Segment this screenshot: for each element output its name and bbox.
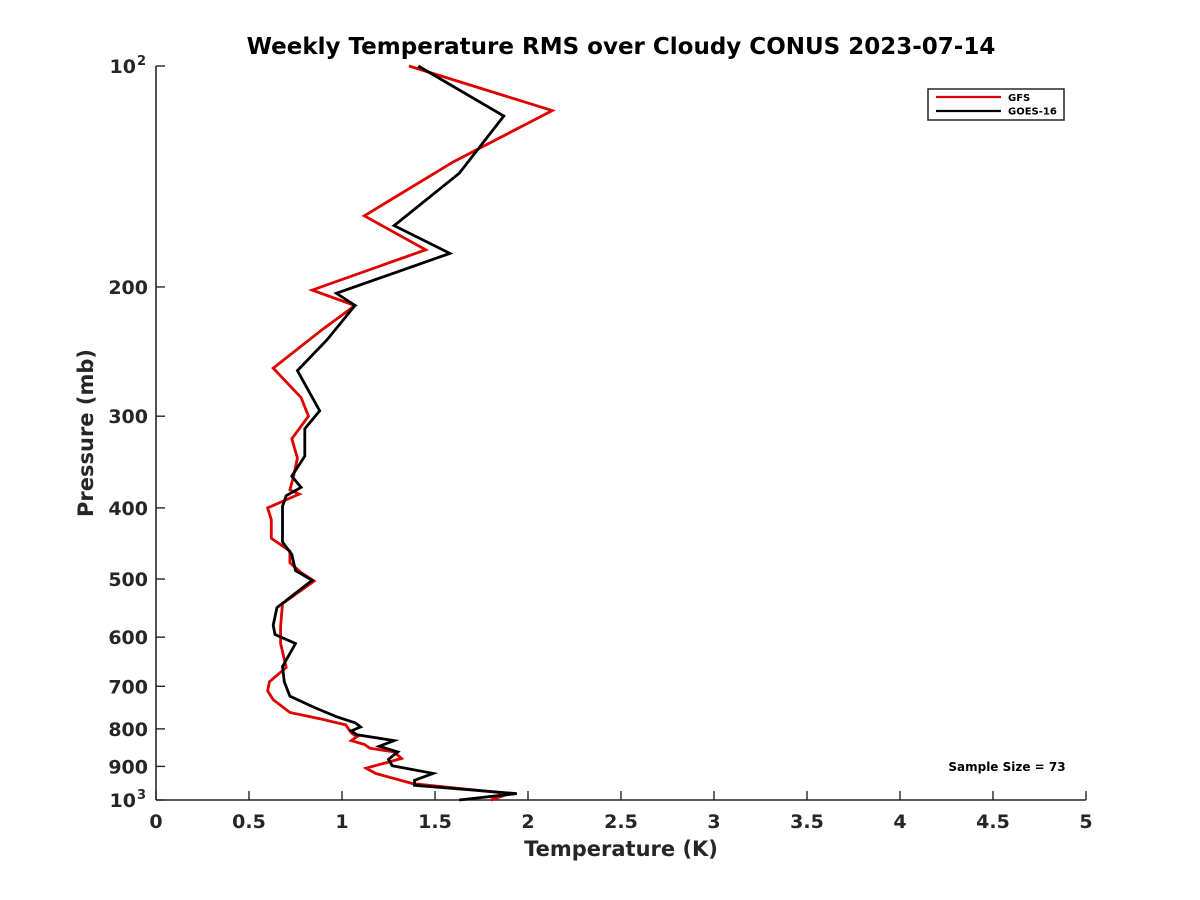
legend-goes16-label: GOES-16: [1008, 107, 1057, 118]
y-axis-label: Pressure (mb): [74, 349, 98, 517]
y-tick-label: 300: [108, 406, 148, 428]
x-axis-label: Temperature (K): [524, 837, 718, 861]
series-group: [265, 64, 556, 802]
plot-area: 0 0.5 1 1.5 2 2.5 3 3.5 4 4.5 5 10 2200300400500600…: [108, 54, 1092, 833]
y-tick-exponent: 2: [137, 54, 146, 69]
y-tick-label: 700: [108, 676, 148, 698]
y-tick-exponent: 3: [137, 788, 146, 803]
series-line-gfs: [265, 64, 556, 802]
y-tick-label: 800: [108, 719, 148, 741]
x-tick-label: 1: [335, 811, 348, 833]
x-tick-label: 0: [149, 811, 162, 833]
x-tick-label: 2: [521, 811, 534, 833]
series-line-goes-16: [271, 64, 517, 802]
y-tick-label: 400: [108, 498, 148, 520]
x-tick-label: 5: [1079, 811, 1092, 833]
y-tick-label: 900: [108, 756, 148, 778]
x-axis-ticks: 0 0.5 1 1.5 2 2.5 3 3.5 4 4.5 5: [149, 791, 1093, 833]
y-tick-label: 500: [108, 569, 148, 591]
x-tick-label: 3: [707, 811, 720, 833]
sample-size-annotation: Sample Size = 73: [948, 760, 1065, 774]
y-tick-label: 10: [110, 56, 136, 78]
y-tick-label: 10: [110, 790, 136, 812]
x-tick-label: 0.5: [232, 811, 266, 833]
y-tick-label: 600: [108, 627, 148, 649]
x-tick-label: 4: [893, 811, 906, 833]
x-tick-label: 3.5: [790, 811, 824, 833]
y-tick-label: 200: [108, 277, 148, 299]
x-tick-label: 2.5: [604, 811, 638, 833]
legend-box: [927, 88, 1065, 121]
x-tick-label: 4.5: [976, 811, 1010, 833]
chart-title: Weekly Temperature RMS over Cloudy CONUS…: [247, 34, 996, 60]
legend: GFS GOES-16: [927, 88, 1065, 121]
legend-gfs-label: GFS: [1008, 93, 1030, 104]
x-tick-label: 1.5: [418, 811, 452, 833]
